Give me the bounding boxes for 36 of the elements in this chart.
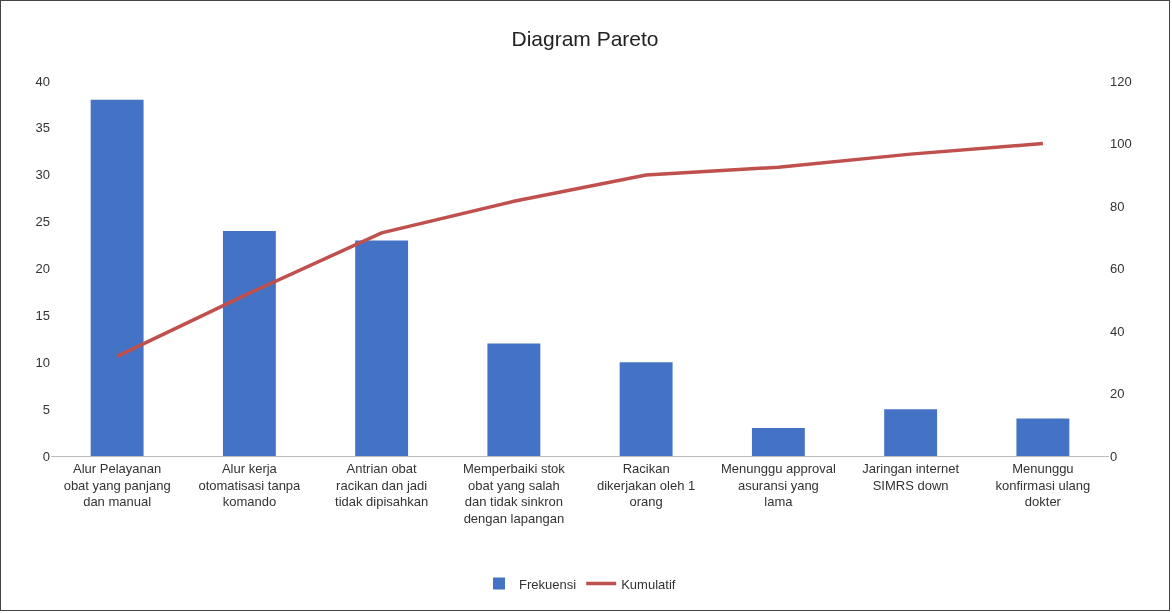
y2-tick-label: 0	[1110, 448, 1118, 464]
x-tick-label: Menunggu approval asuransi yang lama	[720, 460, 836, 510]
y-tick-label: 30	[35, 167, 50, 183]
bar	[884, 409, 938, 456]
y-tick-label: 25	[35, 214, 50, 230]
y-tick-label: 40	[35, 73, 50, 89]
bar	[619, 362, 673, 456]
bar	[222, 231, 276, 456]
x-tick-label: Alur kerja otomatisasi tanpa komando	[198, 460, 302, 510]
line-series	[115, 141, 1045, 359]
y-tick-label: 0	[42, 448, 50, 464]
x-tick-label: Menunggu konfirmasi ulang dokter	[995, 460, 1091, 510]
x-tick-label: Alur Pelayanan obat yang panjang dan manual	[63, 460, 171, 510]
y-tick-label: 5	[42, 401, 50, 417]
chart-title: Diagram Pareto	[511, 27, 659, 51]
y2-tick-label: 80	[1110, 198, 1125, 214]
bar	[90, 99, 144, 456]
bar	[1016, 418, 1070, 456]
y2-tick-label: 120	[1110, 73, 1132, 89]
legend-label: Kumulatif	[621, 576, 676, 592]
bar	[751, 427, 805, 456]
y2-tick-label: 100	[1110, 136, 1132, 152]
y-tick-label: 15	[35, 307, 50, 323]
y-tick-label: 10	[35, 354, 50, 370]
legend-label: Frekuensi	[519, 576, 577, 592]
x-tick-label: Antrian obat racikan dan jadi tidak dipisahkan	[335, 460, 429, 510]
y2-tick-label: 40	[1110, 323, 1125, 339]
y2-tick-label: 20	[1110, 386, 1125, 402]
y2-tick-label: 60	[1110, 261, 1125, 277]
x-tick-label: Jaringan internet SIMRS down	[862, 460, 960, 493]
bar	[487, 343, 541, 456]
y-tick-label: 20	[35, 261, 50, 277]
y-tick-label: 35	[35, 120, 50, 136]
bar	[355, 240, 409, 456]
x-tick-label: Memperbaiki stok obat yang salah dan tidak sinkron dengan lapangan	[462, 460, 566, 527]
x-tick-label: Racikan dikerjakan oleh 1 orang	[596, 460, 696, 510]
